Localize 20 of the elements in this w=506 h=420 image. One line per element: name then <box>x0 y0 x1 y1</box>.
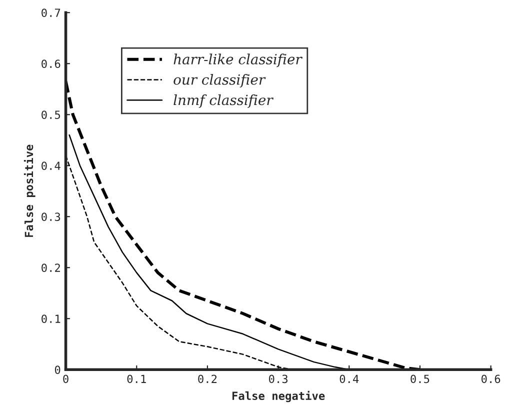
x-tick-label: 0 <box>63 374 68 384</box>
y-tick-label: 0.2 <box>42 264 60 272</box>
x-tick-label: 0.4 <box>340 374 359 384</box>
y-tick-label: 0.6 <box>42 60 60 68</box>
y-tick-label: 0.5 <box>42 110 60 120</box>
y-tick-label: 0.1 <box>42 314 60 324</box>
x-tick-label: 0.5 <box>410 374 430 384</box>
y-axis-title: False positive <box>24 144 36 237</box>
x-tick-label: 0.2 <box>198 374 217 384</box>
y-tick-label: 0 <box>54 366 60 374</box>
y-tick-label: 0.7 <box>42 8 60 18</box>
legend-label: our classifier <box>174 74 266 88</box>
x-tick-label: 0.1 <box>127 374 146 384</box>
y-tick-label: 0.4 <box>42 162 60 170</box>
y-tick-label: 0.3 <box>42 212 60 222</box>
x-axis-title: False negative <box>232 390 325 402</box>
legend-label: lnmf classifier <box>174 94 274 108</box>
legend-label: harr-like classifier <box>174 54 303 68</box>
x-tick-label: 0.3 <box>268 374 288 384</box>
x-tick-label: 0.6 <box>482 374 500 384</box>
